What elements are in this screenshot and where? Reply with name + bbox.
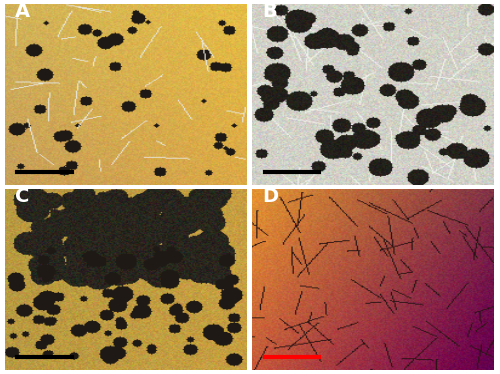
Text: A: A <box>14 2 30 21</box>
Text: B: B <box>262 2 277 21</box>
Text: D: D <box>262 187 278 206</box>
Text: C: C <box>14 187 29 206</box>
